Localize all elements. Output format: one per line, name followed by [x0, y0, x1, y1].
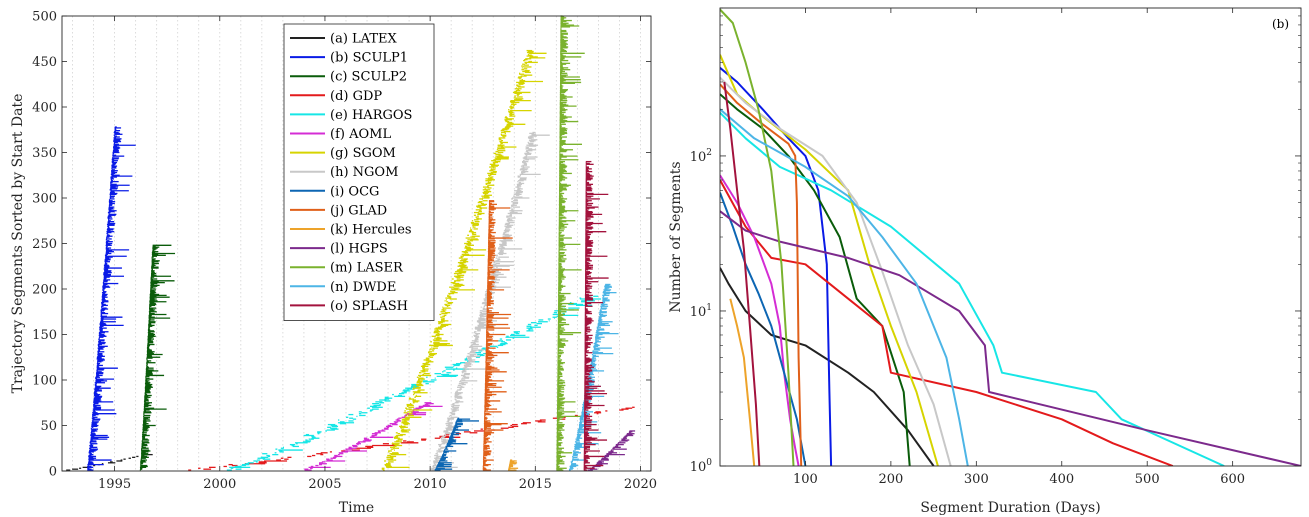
- left-x-tick-label: 2000: [203, 477, 236, 492]
- right-x-tick-label: 400: [1049, 472, 1074, 487]
- right-x-axis-label: Segment Duration (Days): [920, 500, 1100, 516]
- left-y-tick-label: 50: [40, 419, 57, 434]
- left-chart: 1995 2000 2005 2010 2015 2020 0 50 100 150 200 250 3…: [10, 10, 657, 517]
- right-series-line-1: [720, 67, 833, 466]
- left-y-tick-label: 500: [32, 10, 57, 25]
- legend-entry: (k) Hercules: [330, 223, 412, 238]
- legend-entry: (d) GDP: [330, 89, 382, 104]
- left-x-tick-label: 2010: [414, 477, 447, 492]
- right-x-tick-label: 600: [1220, 472, 1245, 487]
- left-y-tick-label: 0: [49, 465, 57, 480]
- right-y-tick-label: 102: [690, 148, 712, 165]
- legend-entry: (a) LATEX: [330, 32, 397, 47]
- right-y-tick-label: 101: [690, 303, 712, 320]
- left-y-axis-label: Trajectory Segments Sorted by Start Date: [10, 94, 26, 394]
- left-x-tick-label: 1995: [98, 477, 131, 492]
- left-y-tick-label: 400: [32, 101, 57, 116]
- left-series-12: [556, 15, 585, 471]
- legend-entry: (n) DWDE: [330, 280, 396, 295]
- left-y-tick-label: 450: [32, 55, 57, 70]
- left-x-tick-label: 2015: [519, 477, 552, 492]
- left-y-tick-label: 350: [32, 146, 57, 161]
- left-series-11: [587, 430, 636, 471]
- right-series-line-8: [720, 192, 807, 466]
- left-series-1: [87, 126, 136, 471]
- right-series-line-2: [720, 93, 911, 466]
- right-chart: 100 200 300 400 500 600 100 101 102 Segment Durat…: [668, 7, 1302, 516]
- legend-entry: (b) SCULP1: [330, 51, 408, 66]
- legend-entry: (i) OCG: [330, 184, 379, 199]
- left-series-5: [304, 402, 443, 471]
- legend-entry: (j) GLAD: [330, 203, 387, 218]
- right-series-line-5: [720, 174, 800, 466]
- legend-entry: (h) NGOM: [330, 165, 398, 180]
- right-series-line-11: [720, 210, 1301, 466]
- right-x-tick-label: 200: [878, 472, 903, 487]
- legend-entry: (c) SCULP2: [330, 70, 407, 85]
- legend-entry: (o) SPLASH: [330, 299, 408, 314]
- right-plot-area: [720, 8, 1301, 466]
- right-series-line-3: [720, 179, 1174, 466]
- left-series-10: [507, 459, 519, 471]
- legend-entry: (m) LASER: [330, 261, 404, 276]
- right-series-line-14: [723, 81, 761, 466]
- right-series-line-13: [720, 108, 969, 466]
- right-x-tick-label: 500: [1135, 472, 1160, 487]
- left-series-14: [583, 160, 609, 471]
- right-x-tick-label: 300: [964, 472, 989, 487]
- legend-entry: (l) HGPS: [330, 242, 388, 257]
- legend-entry: (f) AOML: [330, 127, 391, 142]
- right-series-line-12: [720, 8, 795, 466]
- panel-tag: (b): [1272, 17, 1289, 31]
- right-y-axis-label: Number of Segments: [668, 161, 684, 312]
- left-y-tick-label: 200: [32, 283, 57, 298]
- left-x-axis-label: Time: [339, 500, 374, 516]
- left-y-tick-label: 150: [32, 328, 57, 343]
- right-series-group: [720, 8, 1301, 466]
- left-series-9: [482, 200, 513, 471]
- left-y-tick-label: 100: [32, 374, 57, 389]
- right-series-line-9: [720, 83, 803, 466]
- left-y-tick-label: 300: [32, 192, 57, 207]
- left-series-8: [434, 417, 479, 471]
- left-series-4: [226, 295, 602, 471]
- right-x-tick-label: 100: [793, 472, 818, 487]
- right-series-line-10: [729, 298, 756, 466]
- right-series-line-0: [720, 267, 935, 466]
- right-series-line-7: [720, 76, 952, 466]
- left-x-tick-label: 2005: [308, 477, 341, 492]
- left-series-2: [139, 244, 176, 471]
- legend: (a) LATEX (b) SCULP1 (c) SCULP2 (d) GDP (e) …: [283, 23, 435, 321]
- right-y-tick-label: 100: [690, 458, 713, 475]
- left-y-tick-label: 250: [32, 237, 57, 252]
- legend-entry: (e) HARGOS: [330, 108, 412, 123]
- left-series-6: [381, 49, 547, 471]
- legend-entry: (g) SGOM: [330, 146, 396, 161]
- left-x-tick-label: 2020: [624, 477, 657, 492]
